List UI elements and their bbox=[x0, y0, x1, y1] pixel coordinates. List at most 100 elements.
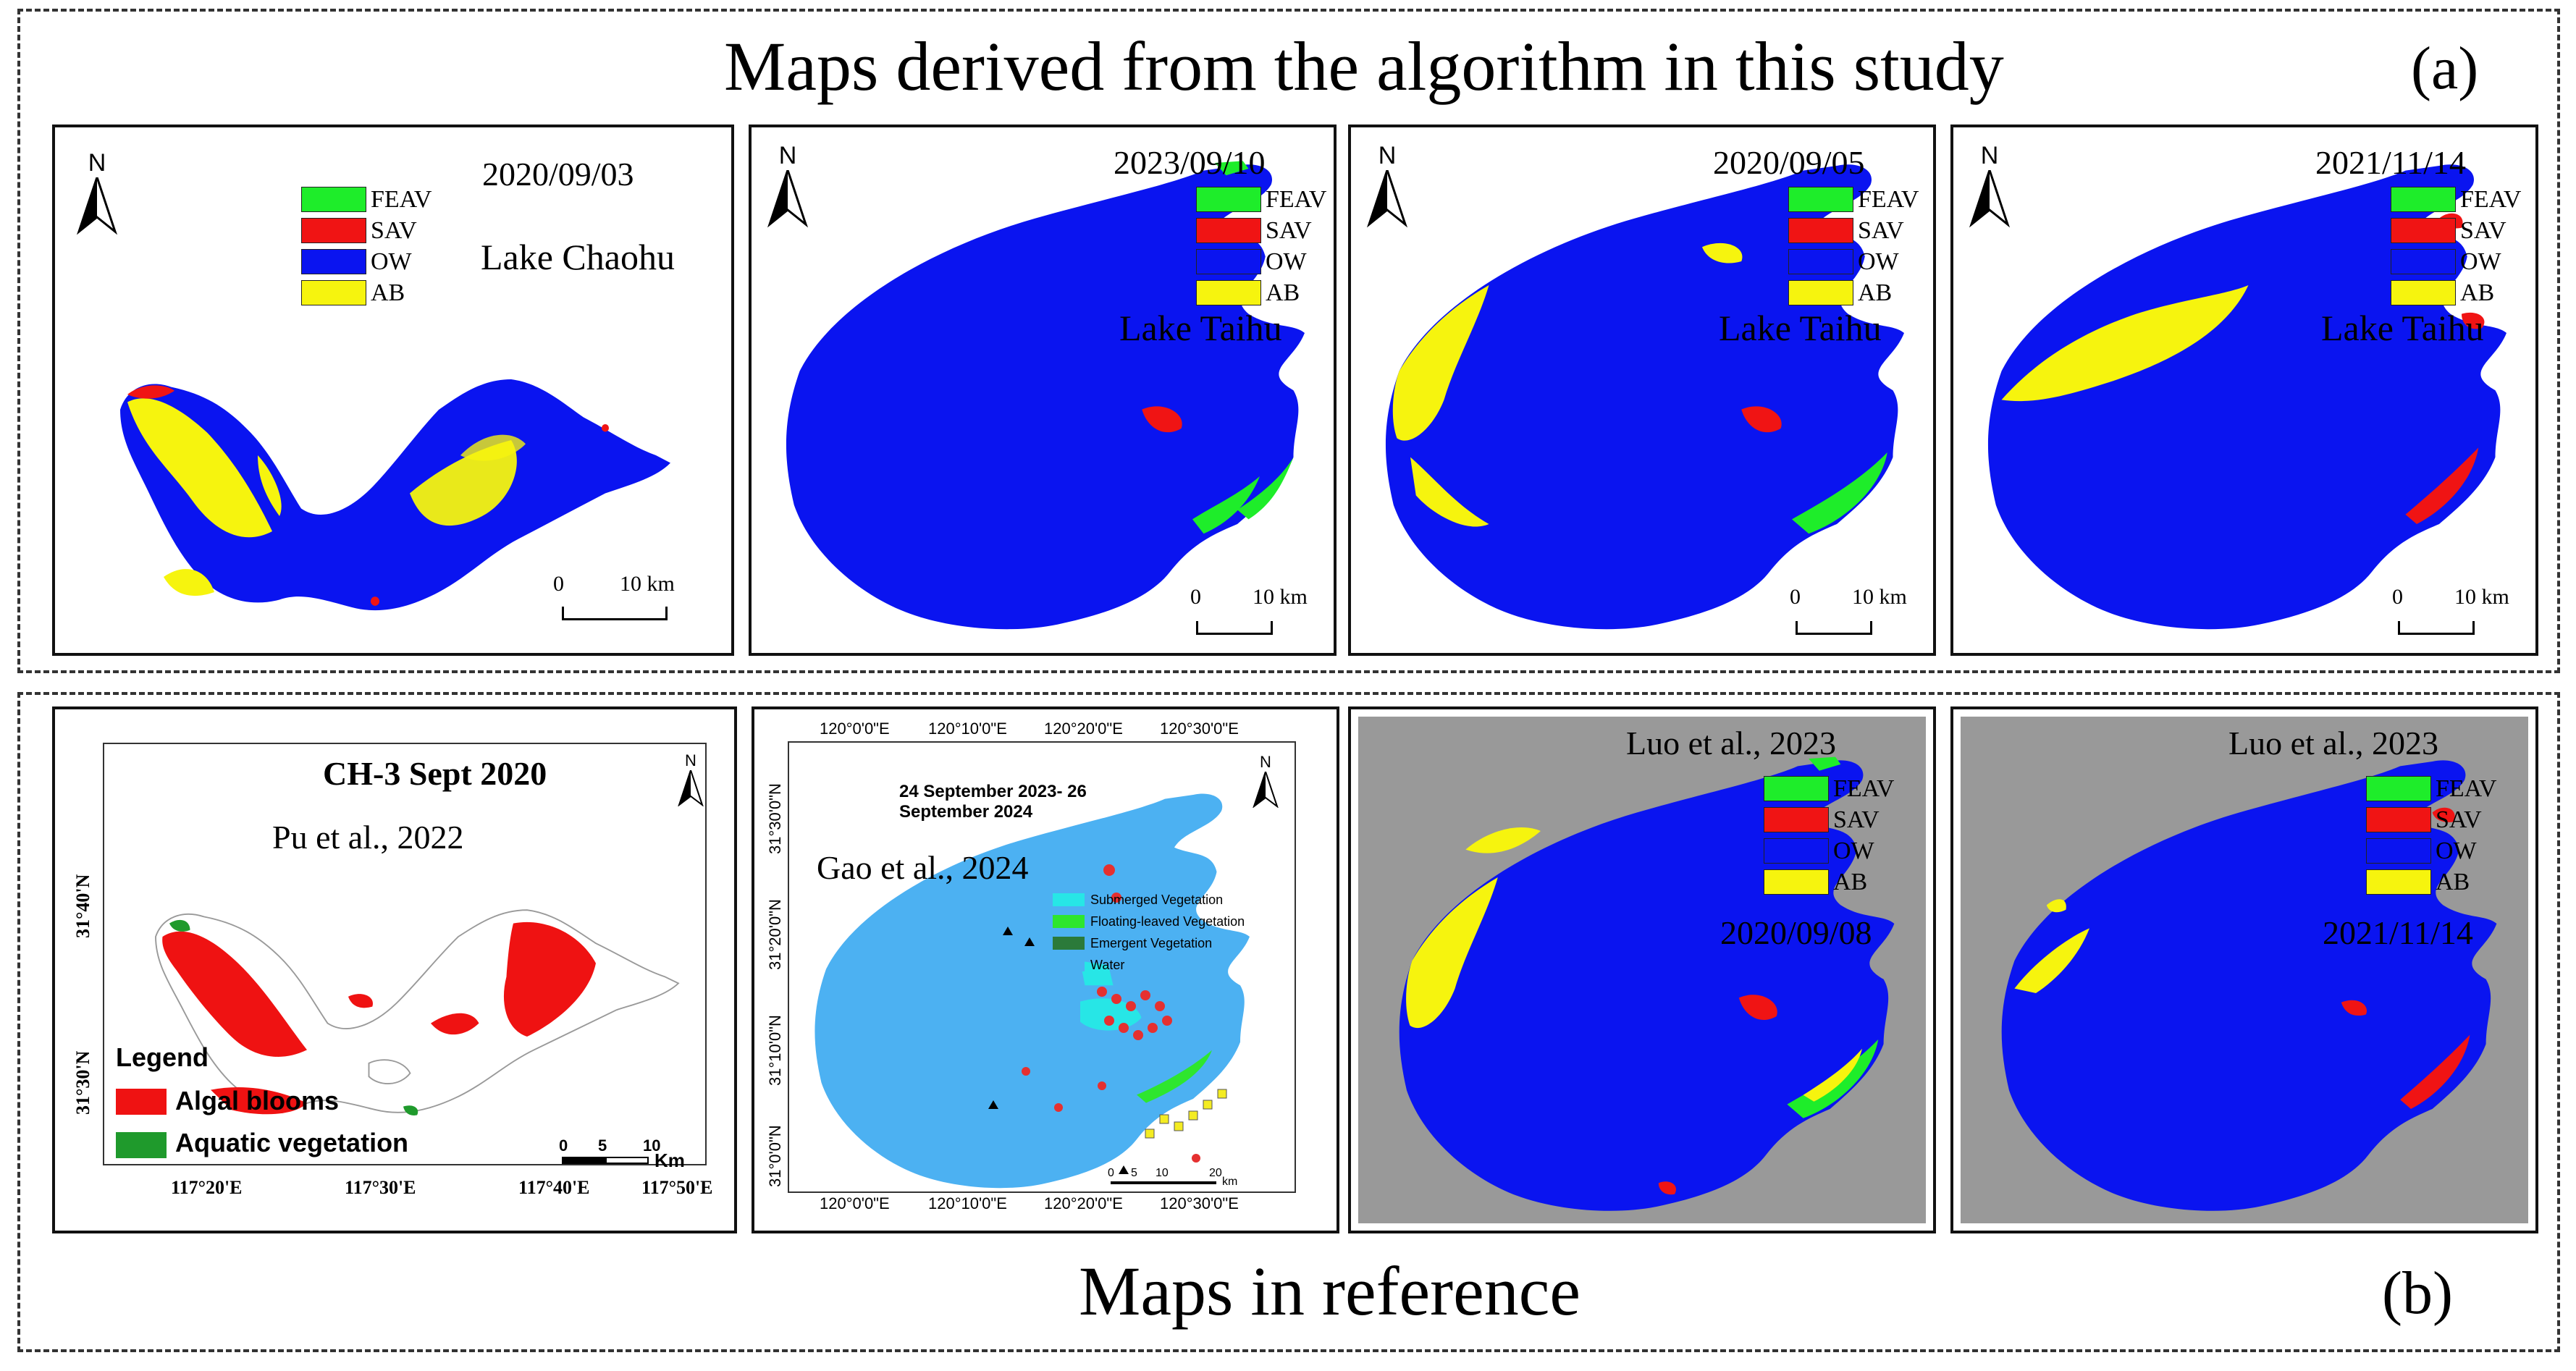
gao-legend-label: Water bbox=[1090, 957, 1125, 972]
scale-unit: Km bbox=[654, 1149, 685, 1171]
swatch-feav bbox=[1196, 187, 1261, 212]
section-b bbox=[17, 692, 2560, 1352]
scale-end: 10 km bbox=[620, 572, 675, 596]
reference-panel-luo-2023-b: Luo et al., 2023 FEAV SAV OW AB 2021/11/… bbox=[1950, 706, 2538, 1233]
scale-0: 0 bbox=[1108, 1167, 1114, 1179]
map-panel-chaohu-2020-09-03: N FEAV SAV OW AB 2020/09/03 Lake Chaohu … bbox=[52, 125, 734, 656]
swatch-ab bbox=[1764, 869, 1829, 895]
lake-taihu-map bbox=[1385, 164, 1904, 630]
swatch-sav bbox=[2366, 807, 2431, 832]
north-arrow-icon bbox=[767, 166, 809, 228]
swatch-ab bbox=[301, 280, 366, 305]
north-arrow-icon bbox=[678, 767, 704, 807]
gao-triangles bbox=[988, 927, 1129, 1174]
legend-swatch-aquatic bbox=[116, 1132, 167, 1158]
legend-item-ab: AB bbox=[1788, 277, 1919, 308]
gao-citation: Gao et al., 2024 bbox=[817, 849, 1029, 886]
reference-panel-pu-2022: CH-3 Sept 2020 Pu et al., 2022 N Legend … bbox=[52, 706, 737, 1233]
scale-bar: 0 10 km bbox=[1790, 585, 1933, 650]
pu-title: CH-3 Sept 2020 bbox=[323, 755, 547, 792]
luo-citation: Luo et al., 2023 bbox=[2228, 725, 2438, 762]
north-arrow: N bbox=[766, 142, 809, 232]
section-b-letter: (b) bbox=[2382, 1260, 2453, 1327]
pu-map-frame bbox=[103, 743, 707, 1165]
gao-legend: Submerged Vegetation Floating-leaved Veg… bbox=[1053, 889, 1245, 976]
legend-label: FEAV bbox=[1266, 186, 1327, 213]
scale-bar-black bbox=[562, 1157, 605, 1164]
north-arrow: N bbox=[1251, 753, 1280, 811]
gao-lat-tick: 31°10'0"N bbox=[766, 1015, 784, 1086]
luo-lake-map bbox=[2001, 760, 2497, 1211]
swatch-feav bbox=[1788, 187, 1853, 212]
legend-item-sav: SAV bbox=[1764, 804, 1894, 835]
swatch-sav bbox=[301, 218, 366, 243]
pu-citation: Pu et al., 2022 bbox=[272, 819, 464, 856]
lake-name: Lake Taihu bbox=[1119, 308, 1282, 348]
scale-bar: 0 10 km bbox=[1190, 585, 1334, 650]
legend-item-ab: AB bbox=[1196, 277, 1326, 308]
legend-label: SAV bbox=[2436, 806, 2482, 833]
gao-lat-tick: 31°20'0"N bbox=[766, 899, 784, 970]
map-date: 2021/11/14 bbox=[2315, 144, 2466, 181]
lake-name: Lake Taihu bbox=[1719, 308, 1882, 348]
north-arrow: N bbox=[75, 149, 119, 239]
legend: FEAV SAV OW AB bbox=[1196, 184, 1326, 308]
swatch-ab bbox=[2391, 280, 2456, 305]
scale-bar-white bbox=[605, 1157, 649, 1164]
legend: FEAV SAV OW AB bbox=[2391, 184, 2521, 308]
legend-item-sav: SAV bbox=[1788, 215, 1919, 246]
lat-tick: 31°30'N bbox=[72, 1050, 93, 1115]
lat-tick: 31°40'N bbox=[72, 874, 93, 938]
legend-item-ow: OW bbox=[1196, 246, 1326, 277]
legend-label: SAV bbox=[1833, 806, 1880, 833]
legend-label: SAV bbox=[1266, 217, 1312, 244]
legend-item-ab: AB bbox=[2391, 277, 2521, 308]
north-label: N bbox=[1980, 142, 1999, 169]
gao-lon-tick-bottom: 120°0'0"E bbox=[820, 1194, 890, 1212]
scale-bar-line bbox=[562, 607, 668, 620]
legend-item-feav: FEAV bbox=[1764, 773, 1894, 804]
scale-bar-line bbox=[2398, 621, 2475, 635]
legend-item-feav: FEAV bbox=[2366, 773, 2496, 804]
lake-name: Lake Chaohu bbox=[481, 237, 675, 277]
luo-citation: Luo et al., 2023 bbox=[1626, 725, 1836, 762]
legend-label: OW bbox=[371, 248, 412, 275]
gao-lon-tick-bottom: 120°30'0"E bbox=[1160, 1194, 1239, 1212]
gao-lon-tick-bottom: 120°10'0"E bbox=[928, 1194, 1007, 1212]
legend-label: FEAV bbox=[2436, 775, 2497, 802]
swatch-ow bbox=[2366, 838, 2431, 864]
gao-lat-tick: 31°30'0"N bbox=[766, 783, 784, 854]
gao-lat-tick: 31°0'0"N bbox=[766, 1125, 784, 1187]
section-a bbox=[17, 9, 2560, 673]
gao-scale-bar: 0 5 10 20 km bbox=[1108, 1167, 1281, 1191]
gao-legend-item: Water bbox=[1053, 954, 1245, 976]
north-label: N bbox=[685, 751, 696, 769]
scale-zero: 0 bbox=[1790, 585, 1801, 609]
luo-lake-map bbox=[1399, 756, 1895, 1211]
legend-label: AB bbox=[2436, 869, 2470, 895]
legend-label: AB bbox=[1833, 869, 1868, 895]
gao-swatch-submerged bbox=[1053, 893, 1085, 906]
swatch-ow bbox=[1196, 249, 1261, 274]
scale-bar-line bbox=[1196, 621, 1273, 635]
swatch-ab bbox=[1788, 280, 1853, 305]
gao-lake-map bbox=[815, 793, 1250, 1189]
lake-name: Lake Taihu bbox=[2321, 308, 2484, 348]
luo-date: 2020/09/08 bbox=[1720, 914, 1872, 951]
legend-label: OW bbox=[1858, 248, 1899, 275]
swatch-sav bbox=[1764, 807, 1829, 832]
legend-item-ow: OW bbox=[301, 246, 432, 277]
north-label: N bbox=[778, 142, 797, 169]
north-label: N bbox=[88, 149, 106, 177]
lon-tick: 117°40'E bbox=[518, 1177, 590, 1198]
pu-legend-algal: Algal blooms bbox=[175, 1086, 340, 1115]
legend: FEAV SAV OW AB bbox=[1764, 773, 1894, 898]
legend-item-feav: FEAV bbox=[1196, 184, 1326, 215]
gao-sample-points bbox=[1022, 864, 1200, 1163]
reference-panel-luo-2023-a: Luo et al., 2023 FEAV SAV OW AB 2020/09/… bbox=[1348, 706, 1936, 1233]
legend-label: FEAV bbox=[1833, 775, 1895, 802]
legend-item-feav: FEAV bbox=[2391, 184, 2521, 215]
legend-item-ow: OW bbox=[1788, 246, 1919, 277]
legend-label: FEAV bbox=[2460, 186, 2522, 213]
lon-tick: 117°20'E bbox=[171, 1177, 243, 1198]
